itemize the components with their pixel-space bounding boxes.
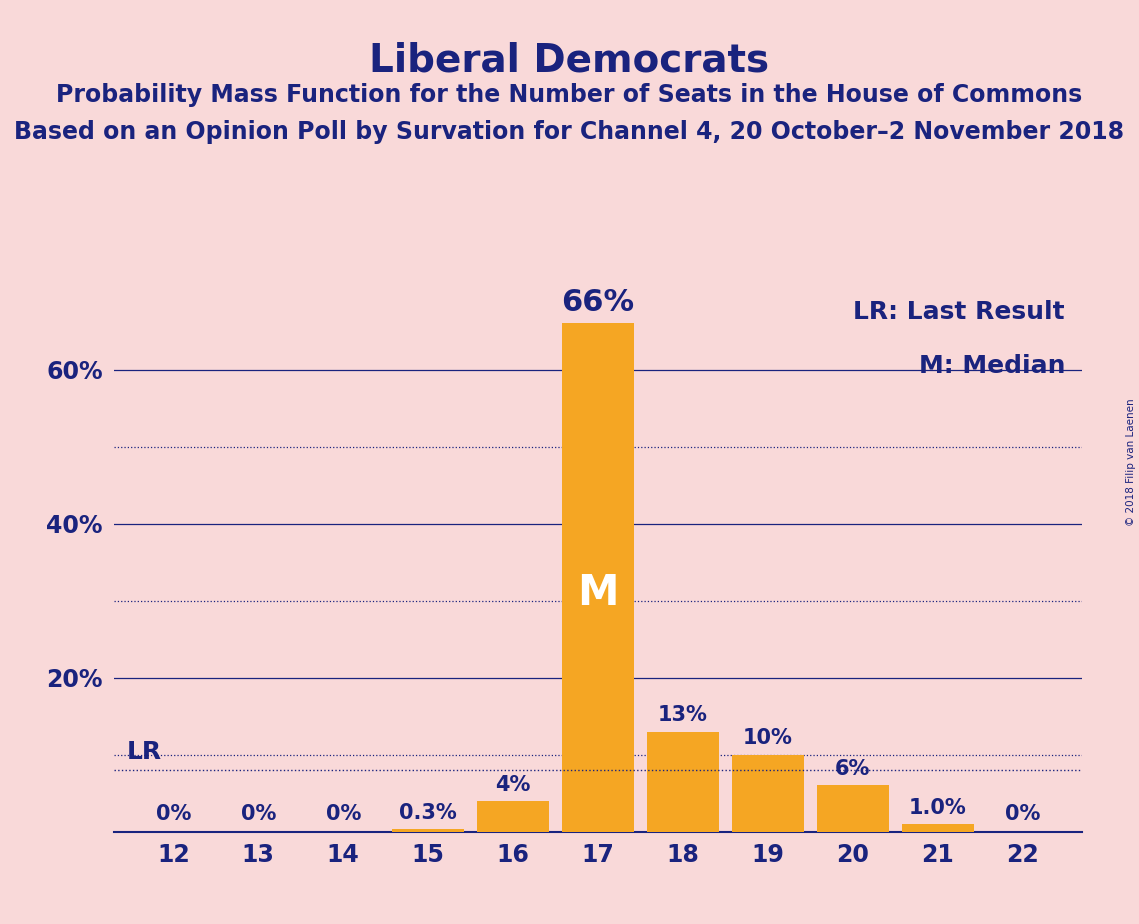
Text: 4%: 4% (495, 774, 531, 795)
Text: LR: Last Result: LR: Last Result (853, 300, 1065, 324)
Text: LR: LR (126, 740, 162, 764)
Text: 10%: 10% (743, 728, 793, 748)
Text: 66%: 66% (562, 288, 634, 317)
Text: 0%: 0% (1005, 804, 1040, 824)
Text: © 2018 Filip van Laenen: © 2018 Filip van Laenen (1126, 398, 1136, 526)
Text: M: Median: M: Median (918, 354, 1065, 378)
Text: Probability Mass Function for the Number of Seats in the House of Commons: Probability Mass Function for the Number… (56, 83, 1083, 107)
Bar (477, 801, 549, 832)
Bar (902, 824, 974, 832)
Bar (392, 830, 465, 832)
Bar (731, 755, 804, 832)
Text: 0.3%: 0.3% (400, 803, 457, 823)
Text: 0%: 0% (240, 804, 276, 824)
Text: 13%: 13% (658, 705, 707, 725)
Text: 6%: 6% (835, 760, 870, 779)
Text: Liberal Democrats: Liberal Democrats (369, 42, 770, 79)
Text: M: M (577, 572, 618, 614)
Text: 0%: 0% (326, 804, 361, 824)
Text: Based on an Opinion Poll by Survation for Channel 4, 20 October–2 November 2018: Based on an Opinion Poll by Survation fo… (15, 120, 1124, 144)
Bar (562, 323, 634, 832)
Text: 0%: 0% (156, 804, 191, 824)
Text: 1.0%: 1.0% (909, 797, 967, 818)
Bar (647, 732, 719, 832)
Bar (817, 785, 888, 832)
